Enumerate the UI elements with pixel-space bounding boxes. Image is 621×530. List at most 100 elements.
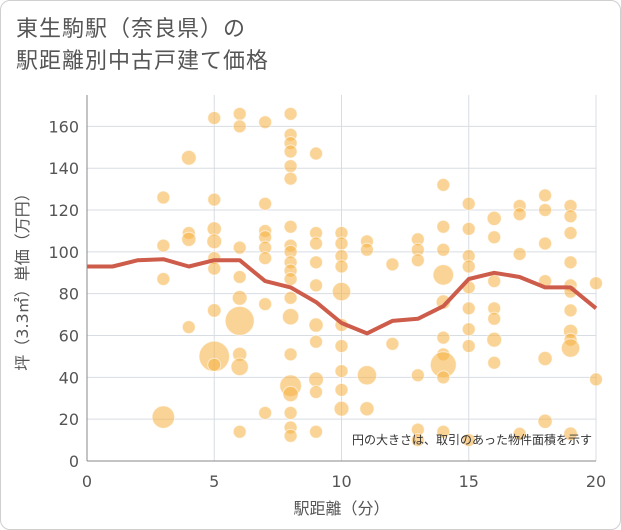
data-bubble <box>435 294 451 310</box>
x-tick-label: 0 <box>82 472 92 491</box>
data-bubble <box>309 146 324 161</box>
data-bubble <box>281 307 300 326</box>
data-bubble <box>512 246 527 261</box>
data-bubble <box>258 196 273 211</box>
data-bubble <box>283 405 298 420</box>
data-bubble <box>206 303 222 318</box>
data-bubble <box>486 210 502 227</box>
data-bubble <box>560 338 581 358</box>
data-bubble <box>538 188 553 203</box>
data-bubble <box>283 106 298 121</box>
data-bubble <box>538 203 553 218</box>
data-bubble <box>334 259 349 274</box>
data-bubble <box>283 171 298 186</box>
data-bubble <box>283 290 298 305</box>
data-bubble <box>207 261 222 276</box>
data-bubble <box>258 251 273 266</box>
average-line-group <box>87 257 598 336</box>
data-bubble <box>232 424 247 439</box>
y-tick-label: 60 <box>59 327 79 346</box>
data-bubble <box>461 259 476 274</box>
data-bubble <box>309 424 324 439</box>
data-bubble <box>334 364 349 379</box>
data-bubble <box>282 385 299 403</box>
data-bubble <box>309 384 324 399</box>
data-bubble <box>283 428 298 443</box>
y-tick-label: 100 <box>48 243 79 262</box>
data-bubble <box>487 230 502 245</box>
data-bubble <box>333 400 350 417</box>
x-tick-label: 5 <box>209 472 219 491</box>
y-axis-label: 坪（3.3㎡）単価（万円） <box>13 185 32 370</box>
data-bubble <box>436 219 451 234</box>
axes: 0 5 10 15 20 0 20 40 60 80 100 120 140 160 <box>48 95 606 491</box>
data-bubble <box>309 236 324 251</box>
data-bubble <box>410 253 425 268</box>
y-tick-label: 20 <box>59 410 79 429</box>
data-bubble <box>356 365 378 386</box>
data-bubble <box>436 370 451 385</box>
data-bubble <box>230 357 249 377</box>
data-bubble <box>151 405 176 429</box>
y-tick-label: 0 <box>69 452 79 471</box>
title-line-2: 駅距離別中古戸建て価格 <box>16 49 270 74</box>
data-bubble <box>385 336 400 351</box>
x-tick-label: 20 <box>586 472 606 491</box>
data-bubble <box>436 424 451 439</box>
chart-title: 東生駒駅（奈良県）の 駅距離別中古戸建て価格 <box>16 14 269 78</box>
data-bubble <box>331 281 352 302</box>
y-tick-label: 140 <box>48 159 79 178</box>
data-bubble <box>537 413 553 429</box>
data-bubble <box>224 305 255 336</box>
data-bubble <box>207 357 222 372</box>
data-bubble <box>309 255 324 270</box>
data-bubble <box>410 433 425 448</box>
data-bubble <box>563 226 578 241</box>
data-bubble <box>359 242 374 257</box>
data-bubble <box>206 233 223 250</box>
data-bubble <box>283 347 298 362</box>
data-bubble <box>181 231 197 247</box>
x-tick-label: 15 <box>459 472 479 491</box>
data-bubble <box>308 371 324 388</box>
data-bubble <box>538 236 553 251</box>
y-tick-label: 120 <box>48 201 79 220</box>
data-bubble <box>207 192 222 207</box>
data-bubble <box>156 238 171 253</box>
data-bubble <box>359 401 375 417</box>
data-bubble <box>563 255 578 270</box>
data-bubble <box>309 278 324 293</box>
data-bubble <box>461 433 476 448</box>
data-bubble <box>181 320 196 335</box>
data-bubble <box>461 322 476 337</box>
data-bubble <box>385 257 400 272</box>
data-bubble <box>487 355 502 370</box>
data-bubble <box>283 159 298 174</box>
data-bubble <box>308 317 324 333</box>
data-bubble <box>180 149 197 166</box>
data-bubble <box>207 111 222 126</box>
data-bubble <box>432 264 455 286</box>
data-bubble <box>436 330 451 345</box>
data-bubble <box>231 289 248 306</box>
data-bubble <box>410 368 425 383</box>
data-bubble <box>486 331 503 348</box>
data-bubble <box>512 426 527 441</box>
data-bubble <box>258 297 273 312</box>
data-bubble <box>232 119 247 134</box>
data-bubble <box>589 276 603 291</box>
data-bubble <box>232 106 247 121</box>
data-bubble <box>334 382 349 397</box>
data-bubble <box>258 115 273 130</box>
data-bubble <box>461 301 476 316</box>
average-line <box>87 257 598 336</box>
data-bubble <box>537 350 553 367</box>
data-bubble <box>487 311 502 326</box>
x-axis-label: 駅距離（分） <box>293 499 389 518</box>
data-bubble <box>436 242 451 257</box>
data-bubble <box>512 207 527 222</box>
data-bubble <box>563 209 578 224</box>
data-bubble <box>334 338 349 353</box>
y-tick-label: 40 <box>59 368 79 387</box>
